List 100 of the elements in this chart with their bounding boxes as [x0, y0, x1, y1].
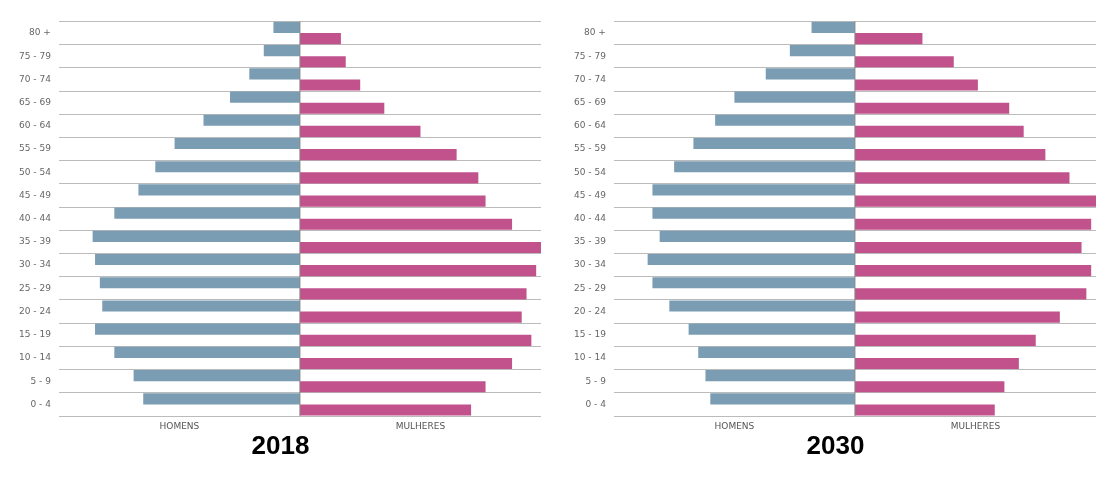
bar — [854, 404, 995, 416]
bar — [299, 311, 522, 323]
bar — [854, 149, 1045, 161]
bar — [92, 230, 300, 242]
bar — [647, 253, 855, 266]
bar — [789, 45, 855, 57]
y-tick-label: 65 - 69 — [18, 96, 51, 107]
y-tick-label: 15 - 19 — [573, 329, 606, 340]
bar — [299, 56, 346, 68]
bar — [299, 218, 512, 230]
bar — [299, 172, 478, 184]
bar — [248, 68, 300, 80]
y-tick-label: 65 - 69 — [573, 96, 606, 107]
y-tick-label: 15 - 19 — [18, 329, 51, 340]
bar — [299, 79, 360, 91]
bar — [99, 277, 300, 289]
bar — [673, 161, 855, 173]
bar — [299, 381, 486, 393]
bar — [854, 195, 1096, 207]
y-tick-label: 30 - 34 — [573, 259, 606, 270]
bar — [704, 370, 855, 382]
bar — [688, 323, 855, 335]
bar — [203, 114, 300, 126]
y-tick-label: 0 - 4 — [584, 398, 606, 409]
bar — [714, 114, 855, 126]
bar — [854, 288, 1086, 300]
bar — [263, 45, 300, 57]
y-tick-label: 75 - 79 — [573, 50, 606, 61]
series-label: MULHERES — [950, 420, 1000, 431]
bar — [154, 161, 300, 173]
bar — [142, 393, 300, 405]
y-tick-label: 80 + — [583, 27, 606, 38]
bar — [709, 393, 855, 405]
bar — [854, 265, 1091, 277]
y-tick-label: 30 - 34 — [18, 259, 51, 270]
bar — [854, 79, 978, 91]
bar — [229, 91, 300, 103]
y-tick-label: 5 - 9 — [29, 375, 51, 386]
y-tick-label: 50 - 54 — [18, 166, 51, 177]
y-tick-label: 55 - 59 — [18, 143, 51, 154]
text: 2018 — [251, 430, 310, 461]
bar — [299, 195, 486, 207]
y-tick-label: 60 - 64 — [18, 120, 51, 131]
y-tick-label: 35 - 39 — [18, 236, 51, 247]
y-tick-label: 55 - 59 — [573, 143, 606, 154]
y-tick-label: 20 - 24 — [573, 305, 606, 316]
bar — [174, 137, 300, 150]
y-tick-label: 70 - 74 — [18, 73, 51, 84]
bar — [299, 404, 471, 416]
y-tick-label: 60 - 64 — [573, 120, 606, 131]
y-tick-label: 75 - 79 — [18, 50, 51, 61]
bar — [299, 288, 527, 300]
bar — [133, 370, 300, 382]
series-label: HOMENS — [159, 420, 200, 431]
bar — [94, 323, 300, 335]
bar — [854, 357, 1019, 370]
bar — [113, 207, 300, 219]
series-label: MULHERES — [395, 420, 445, 431]
bar — [659, 230, 855, 242]
y-tick-label: 80 + — [28, 27, 51, 38]
y-tick-label: 35 - 39 — [573, 236, 606, 247]
bar — [651, 207, 855, 219]
y-tick-label: 10 - 14 — [573, 352, 606, 363]
bar — [299, 149, 457, 161]
bar — [299, 265, 536, 277]
series-label: HOMENS — [714, 420, 755, 431]
bar — [854, 311, 1060, 323]
bar — [651, 277, 855, 289]
bar — [299, 33, 341, 45]
bar — [733, 91, 855, 103]
y-tick-label: 45 - 49 — [18, 189, 51, 200]
bar — [811, 21, 855, 34]
bar — [692, 137, 855, 150]
bar — [668, 300, 855, 312]
bar — [272, 21, 300, 34]
bar — [697, 346, 855, 358]
bar — [854, 381, 1004, 393]
bar — [299, 357, 512, 370]
y-tick-label: 25 - 29 — [18, 282, 51, 293]
bar — [101, 300, 300, 312]
bar — [299, 334, 531, 346]
bar — [854, 125, 1024, 137]
y-tick-label: 50 - 54 — [573, 166, 606, 177]
y-tick-label: 25 - 29 — [573, 282, 606, 293]
y-tick-label: 5 - 9 — [584, 375, 606, 386]
bar — [299, 102, 384, 114]
bar — [94, 253, 300, 266]
bar — [854, 33, 922, 45]
bar — [854, 334, 1036, 346]
bar — [765, 68, 855, 80]
bar — [854, 56, 954, 68]
bar — [113, 346, 300, 358]
bar — [299, 125, 420, 137]
bar — [854, 241, 1082, 254]
y-tick-label: 0 - 4 — [29, 398, 51, 409]
y-tick-label: 40 - 44 — [573, 213, 606, 224]
text: 2030 — [806, 430, 865, 461]
y-tick-label: 45 - 49 — [573, 189, 606, 200]
bar — [137, 184, 300, 196]
bar — [854, 172, 1069, 184]
